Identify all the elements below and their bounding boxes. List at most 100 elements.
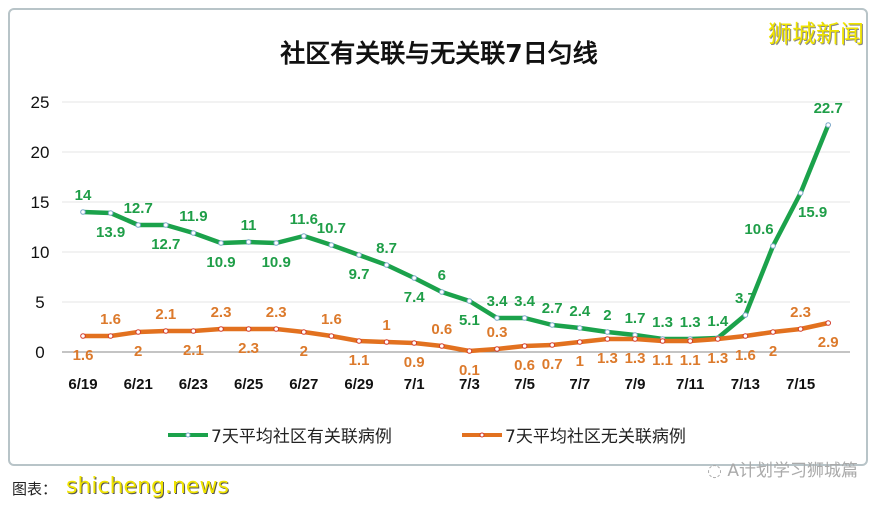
x-tick-label: 7/7: [569, 376, 590, 393]
x-tick-label: 6/25: [234, 376, 263, 393]
x-tick-label: 7/15: [786, 376, 815, 393]
x-tick-label: 6/19: [68, 376, 97, 393]
data-label: 2: [300, 343, 308, 360]
data-label: 1.6: [100, 311, 121, 328]
data-point: [383, 339, 390, 345]
data-point: [742, 312, 749, 318]
data-label: 11: [241, 217, 257, 234]
data-label: 1.3: [707, 350, 728, 367]
y-tick-label: 5: [35, 293, 44, 312]
data-point: [411, 275, 418, 281]
data-point: [328, 242, 335, 248]
data-point: [135, 222, 141, 228]
data-label: 13.9: [96, 224, 125, 241]
watermark-url: shicheng.news: [66, 474, 229, 499]
chart-credit: 图表：: [12, 480, 58, 498]
data-point: [245, 326, 252, 332]
y-tick-label: 0: [35, 343, 44, 362]
data-label: 0.1: [459, 362, 480, 379]
data-label: 2.3: [211, 304, 232, 321]
data-label: 5.1: [459, 312, 480, 329]
data-label: 12.7: [151, 236, 180, 253]
data-label: 14: [75, 187, 92, 204]
data-point: [80, 209, 86, 215]
data-point: [107, 210, 114, 216]
data-point: [301, 233, 307, 239]
data-label: 3.4: [514, 293, 536, 310]
x-tick-label: 7/13: [731, 376, 760, 393]
data-point: [411, 340, 418, 346]
data-point: [549, 322, 556, 328]
data-label: 10.7: [317, 220, 346, 237]
data-point: [687, 338, 694, 344]
data-label: 2.7: [542, 300, 563, 317]
data-point: [135, 329, 141, 335]
data-label: 1.1: [652, 352, 673, 369]
x-tick-label: 7/3: [459, 376, 480, 393]
data-label: 2.3: [238, 340, 259, 357]
data-point: [604, 336, 611, 342]
data-point: [521, 315, 528, 321]
x-tick-label: 6/27: [289, 376, 318, 393]
data-label: 11.9: [179, 208, 207, 225]
x-tick-label: 6/29: [344, 376, 373, 393]
wechat-icon: ◌: [707, 461, 728, 481]
data-label: 7.4: [404, 289, 426, 306]
data-label: 8.7: [376, 240, 397, 257]
data-point: [107, 333, 114, 339]
data-point: [356, 338, 362, 344]
data-point: [466, 348, 473, 354]
data-point: [770, 329, 776, 335]
data-point: [521, 343, 528, 349]
data-label: 1.7: [625, 310, 646, 327]
data-label: 2.1: [183, 342, 204, 359]
data-point: [218, 240, 224, 246]
data-point: [273, 326, 280, 332]
data-label: 0.9: [404, 354, 425, 371]
data-label: 1.3: [652, 314, 673, 331]
data-point: [797, 326, 804, 332]
x-tick-label: 7/5: [514, 376, 535, 393]
legend-marker: [479, 432, 485, 438]
data-label: 1.1: [349, 352, 370, 369]
data-label: 10.9: [206, 254, 235, 271]
data-label: 0.3: [487, 324, 508, 341]
data-point: [466, 298, 473, 304]
data-point: [715, 336, 721, 342]
x-tick-label: 7/1: [404, 376, 425, 393]
data-point: [770, 243, 776, 249]
data-point: [825, 122, 832, 128]
data-label: 1: [382, 317, 390, 334]
data-point: [163, 328, 169, 334]
y-tick-label: 10: [31, 243, 50, 262]
data-label: 2.1: [155, 306, 176, 323]
data-point: [273, 240, 280, 246]
data-label: 1.4: [707, 313, 729, 330]
data-label: 1.6: [73, 347, 94, 364]
data-label: 12.7: [124, 200, 153, 217]
data-point: [549, 342, 556, 348]
data-label: 11.6: [290, 211, 318, 228]
data-label: 1: [576, 353, 584, 370]
data-point: [439, 289, 445, 295]
data-label: 1.6: [321, 311, 342, 328]
data-label: 2: [769, 343, 777, 360]
data-point: [494, 346, 500, 352]
series-line-1: [83, 320, 829, 354]
data-point: [742, 333, 749, 339]
data-label: 9.7: [349, 266, 370, 283]
x-tick-label: 6/23: [179, 376, 208, 393]
data-point: [577, 325, 583, 331]
legend-label: 7天平均社区有关联病例: [211, 427, 392, 447]
data-label: 1.6: [735, 347, 756, 364]
chart-title: 社区有关联与无关联7日匀线: [280, 39, 598, 68]
data-point: [659, 338, 666, 344]
data-label: 0.7: [542, 356, 563, 373]
chart-frame: [8, 8, 868, 466]
data-point: [80, 333, 86, 339]
watermark-logo: 狮城新闻: [768, 20, 864, 48]
y-tick-label: 25: [31, 93, 50, 112]
wechat-tag-text: A计划学习狮城篇: [727, 461, 858, 481]
data-label: 1.3: [597, 350, 618, 367]
